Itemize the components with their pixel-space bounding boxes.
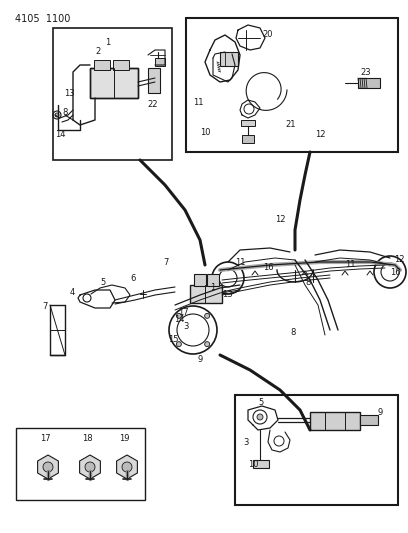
Bar: [220, 52, 238, 66]
Circle shape: [55, 113, 59, 117]
Text: 21: 21: [285, 120, 295, 129]
Text: 6: 6: [130, 274, 135, 283]
Bar: [190, 285, 222, 303]
Text: 7: 7: [163, 258, 169, 267]
Text: 1: 1: [210, 283, 215, 292]
Bar: [148, 68, 160, 93]
Text: 20: 20: [262, 30, 273, 39]
Text: 7: 7: [42, 302, 47, 311]
Polygon shape: [80, 455, 100, 479]
Bar: [235, 395, 398, 505]
Text: 1: 1: [105, 38, 110, 47]
Text: 16: 16: [263, 263, 274, 272]
Text: 11: 11: [345, 260, 355, 269]
Circle shape: [85, 462, 95, 472]
Text: 13: 13: [222, 290, 233, 299]
Text: 9: 9: [378, 408, 383, 417]
Text: 10: 10: [200, 128, 211, 137]
Bar: [90, 68, 138, 98]
Polygon shape: [117, 455, 137, 479]
Text: 17: 17: [178, 308, 188, 317]
Bar: [90, 68, 138, 98]
Circle shape: [257, 414, 263, 420]
Text: 5: 5: [258, 398, 263, 407]
Text: 11: 11: [235, 258, 246, 267]
Text: 3: 3: [243, 438, 248, 447]
Text: 13: 13: [64, 89, 75, 98]
Bar: [113, 60, 129, 70]
Text: 4: 4: [70, 288, 75, 297]
Bar: [360, 415, 378, 425]
Text: 15: 15: [168, 335, 179, 344]
Circle shape: [205, 313, 210, 318]
Bar: [94, 60, 110, 70]
Text: 14: 14: [174, 315, 184, 324]
Bar: [207, 274, 219, 286]
Text: 12: 12: [275, 215, 286, 224]
Text: 23: 23: [360, 68, 370, 77]
Bar: [310, 412, 360, 430]
Circle shape: [205, 342, 210, 346]
Bar: [241, 120, 255, 126]
Circle shape: [43, 462, 53, 472]
Text: 8: 8: [62, 108, 67, 117]
Text: 9: 9: [198, 355, 203, 364]
Bar: [242, 135, 254, 143]
Bar: [194, 274, 206, 286]
Bar: [155, 58, 165, 66]
Text: 3: 3: [183, 322, 188, 331]
Text: 2: 2: [95, 47, 100, 56]
Polygon shape: [38, 455, 58, 479]
Text: 10: 10: [248, 460, 259, 469]
Bar: [358, 78, 380, 88]
Text: 17: 17: [40, 434, 51, 443]
Circle shape: [176, 342, 182, 346]
Text: 11: 11: [193, 98, 204, 107]
Text: 18: 18: [82, 434, 93, 443]
Bar: [16, 428, 145, 500]
Circle shape: [122, 462, 132, 472]
Text: 14: 14: [55, 130, 66, 139]
Text: 16: 16: [390, 268, 401, 277]
Text: 8: 8: [290, 328, 295, 337]
Text: 12: 12: [315, 130, 326, 139]
Circle shape: [176, 313, 182, 318]
Text: 4105  1100: 4105 1100: [15, 14, 70, 24]
Bar: [186, 18, 398, 152]
Text: 5: 5: [100, 278, 105, 287]
Text: 8: 8: [305, 278, 310, 287]
Text: 22: 22: [147, 100, 157, 109]
Bar: [253, 460, 269, 468]
Text: 12: 12: [394, 255, 404, 264]
Bar: [53, 28, 172, 160]
Text: 19: 19: [119, 434, 129, 443]
